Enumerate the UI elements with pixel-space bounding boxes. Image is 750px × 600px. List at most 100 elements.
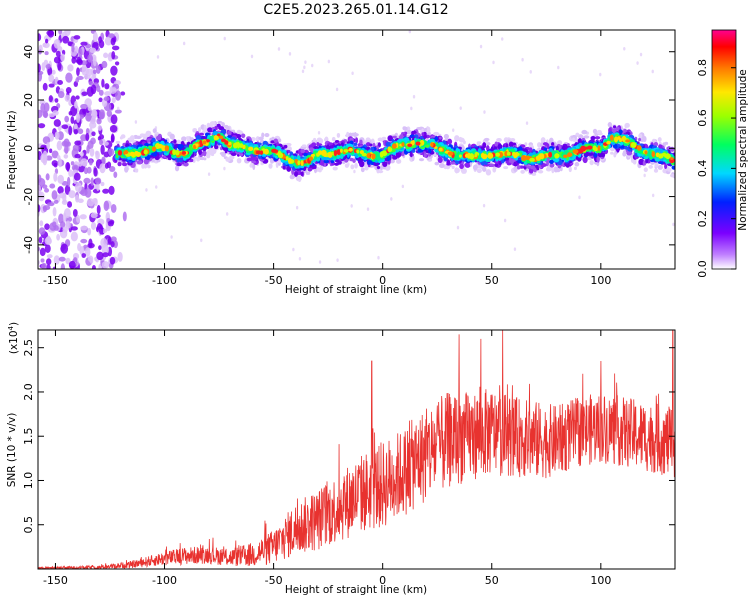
noise-blob <box>38 227 46 235</box>
faint-speck <box>277 47 281 51</box>
faint-speck <box>557 65 560 70</box>
ridge-cell <box>344 163 350 168</box>
ridge-cell <box>287 157 292 164</box>
noise-blob <box>72 209 78 217</box>
faint-speck <box>182 41 186 46</box>
ridge-cell <box>268 163 273 169</box>
ridge-cell <box>238 153 244 157</box>
noise-blob <box>65 257 71 265</box>
faint-speck <box>459 106 462 110</box>
noise-blob <box>60 53 65 62</box>
faint-speck <box>482 203 486 208</box>
ridge-cell <box>426 128 431 133</box>
noise-blob <box>47 30 55 38</box>
ridge-cell <box>518 152 523 157</box>
ridge-cell <box>176 156 180 163</box>
ridge-cell <box>124 166 129 173</box>
ridge-cell <box>365 137 371 143</box>
ridge-cell <box>386 155 391 161</box>
ridge-cell <box>183 162 189 167</box>
faint-speck <box>288 52 292 56</box>
ridge-cell <box>551 142 555 147</box>
ridge-cell <box>657 165 663 170</box>
noise-blob <box>98 40 105 49</box>
noise-blob <box>61 124 69 130</box>
ridge-cell <box>181 136 187 142</box>
noise-blob <box>86 166 92 174</box>
ridge-cell <box>549 163 555 168</box>
ridge-cell <box>227 130 232 136</box>
ridge-cell <box>155 144 159 149</box>
noise-blob <box>68 260 76 269</box>
ridge-cell <box>192 127 198 133</box>
noise-blob <box>97 136 102 141</box>
faint-speck <box>636 61 639 65</box>
ridge-cell <box>177 144 183 150</box>
faint-speck <box>311 63 314 68</box>
noise-blob <box>101 60 108 69</box>
ridge-cell <box>613 127 617 133</box>
faint-speck <box>366 207 370 211</box>
noise-blob <box>86 198 95 207</box>
ridge-cell <box>201 152 205 156</box>
ridge-cell <box>411 130 417 134</box>
ridge-cell <box>246 157 253 162</box>
ridge-cell <box>203 150 207 157</box>
ridge-cell <box>516 164 521 170</box>
ridge-cell <box>378 170 384 174</box>
ridge-cell <box>379 165 383 171</box>
ridge-cell <box>406 130 413 135</box>
ridge-cell <box>295 175 302 182</box>
ridge-cell <box>416 126 423 131</box>
faint-speck <box>525 121 529 125</box>
ridge-cell <box>309 147 314 152</box>
noise-blob <box>48 83 55 88</box>
faint-speck <box>223 166 226 171</box>
noise-blob <box>43 111 49 119</box>
ridge-cell <box>513 165 518 172</box>
ridge-cell <box>221 122 225 127</box>
faint-speck <box>292 247 295 252</box>
noise-blob <box>64 144 69 155</box>
noise-blob <box>114 61 120 66</box>
noise-blob <box>52 110 59 116</box>
ridge-cell <box>261 132 265 138</box>
ridge-cell <box>447 138 453 145</box>
noise-blob <box>80 103 88 110</box>
noise-blob <box>91 131 96 137</box>
ridge-cell <box>657 137 662 142</box>
ridge-cell <box>189 158 194 163</box>
noise-blob <box>42 82 48 91</box>
ridge-cell <box>446 159 451 166</box>
noise-blob <box>87 242 95 249</box>
ridge-cell <box>642 135 647 142</box>
ridge-cell <box>511 142 517 146</box>
ridge-cell <box>220 151 226 157</box>
ridge-cell <box>359 160 365 168</box>
ridge-cell <box>476 168 482 174</box>
ridge-cell <box>451 165 455 170</box>
ridge-cell <box>117 161 122 167</box>
ridge-cell <box>174 165 180 172</box>
ridge-cell <box>481 153 488 160</box>
ridge-cell <box>371 138 375 145</box>
noise-blob <box>77 47 83 58</box>
noise-blob <box>114 90 122 101</box>
ridge-cell <box>196 157 201 162</box>
faint-speck <box>353 169 356 174</box>
noise-blob <box>102 188 110 194</box>
noise-blob <box>97 125 103 131</box>
noise-blob <box>57 61 62 71</box>
faint-speck <box>301 69 305 74</box>
noise-blob <box>44 51 49 56</box>
ridge-cell <box>583 135 590 139</box>
ridge-cell <box>553 166 559 173</box>
faint-speck <box>651 69 654 74</box>
ridge-cell <box>582 156 588 164</box>
noise-blob <box>98 109 105 120</box>
ridge-cell <box>510 137 516 142</box>
noise-blob <box>41 262 47 269</box>
ridge-cell <box>670 173 675 178</box>
noise-blob <box>65 87 72 94</box>
ridge-cell <box>613 152 617 158</box>
